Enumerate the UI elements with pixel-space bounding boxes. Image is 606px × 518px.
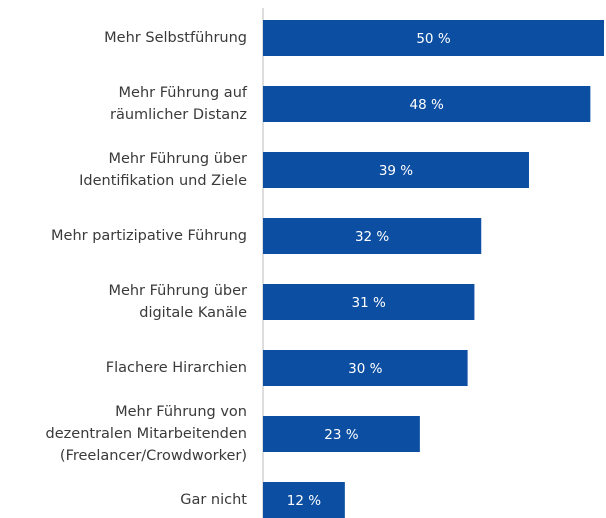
category-label: Mehr Führung über	[108, 151, 247, 167]
bar	[263, 350, 468, 386]
value-label: 48 %	[410, 97, 444, 113]
bar	[263, 152, 529, 188]
category-label: Gar nicht	[180, 492, 247, 508]
bar	[263, 86, 591, 122]
value-label: 32 %	[355, 229, 389, 245]
bar	[263, 416, 420, 452]
value-label: 31 %	[352, 295, 386, 311]
value-label: 12 %	[287, 493, 321, 509]
value-label: 23 %	[324, 427, 358, 443]
category-label: dezentralen Mitarbeitenden	[46, 426, 247, 442]
bar	[263, 218, 482, 254]
bar	[263, 20, 604, 56]
category-label: Mehr Führung von	[115, 404, 247, 420]
value-label: 30 %	[348, 361, 382, 377]
category-label: (Freelancer/Crowdworker)	[60, 448, 247, 464]
category-label: Flachere Hirarchien	[106, 360, 247, 376]
category-label: Mehr Selbstführung	[104, 30, 247, 46]
category-label: digitale Kanäle	[139, 305, 247, 321]
category-label: Identifikation und Ziele	[79, 173, 247, 189]
bar	[263, 284, 475, 320]
category-label: Mehr Führung auf	[119, 85, 248, 101]
category-label: Mehr partizipative Führung	[51, 228, 247, 244]
bar	[263, 482, 345, 518]
category-label: räumlicher Distanz	[110, 107, 247, 123]
category-label: Mehr Führung über	[108, 283, 247, 299]
value-label: 50 %	[416, 31, 450, 47]
value-label: 39 %	[379, 163, 413, 179]
